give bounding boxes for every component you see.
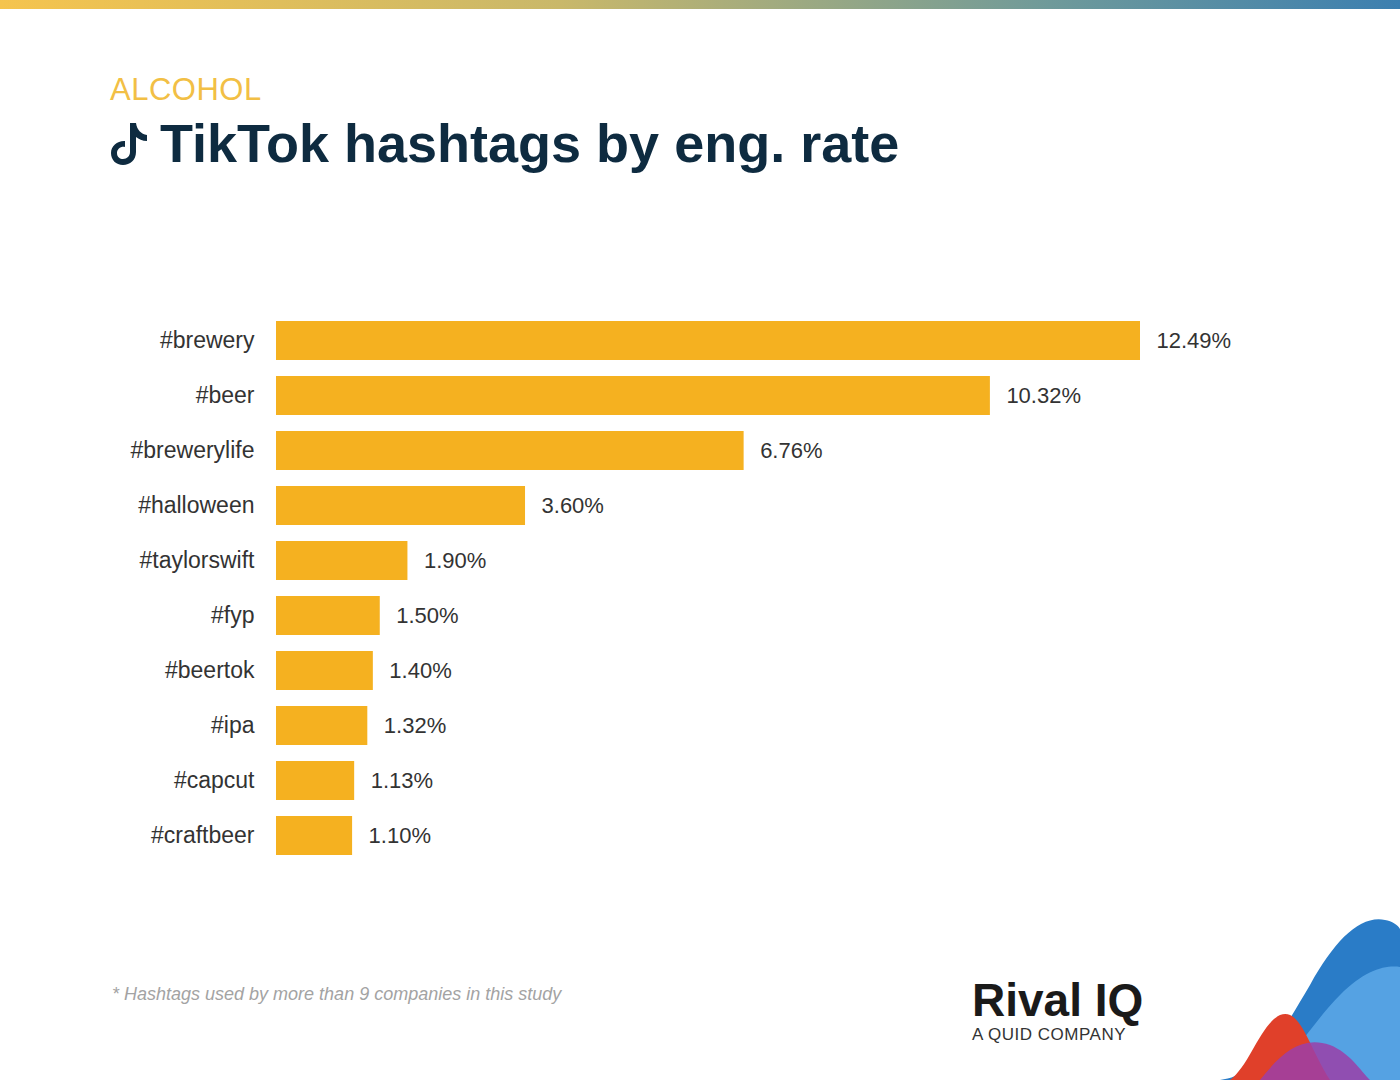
svg-text:#halloween: #halloween — [138, 492, 254, 518]
svg-text:12.49%: 12.49% — [1157, 328, 1232, 353]
svg-text:#fyp: #fyp — [211, 602, 254, 628]
svg-text:6.76%: 6.76% — [760, 438, 822, 463]
svg-text:#craftbeer: #craftbeer — [151, 822, 255, 848]
svg-text:#ipa: #ipa — [211, 712, 255, 738]
svg-text:#capcut: #capcut — [174, 767, 255, 793]
html-text:A QUID COMPANY: A QUID COMPANY — [972, 1025, 1126, 1044]
html-text:Rival IQ: Rival IQ — [972, 974, 1144, 1026]
html-text:TikTok hashtags by eng. rate: TikTok hashtags by eng. rate — [160, 113, 900, 173]
svg-text:1.10%: 1.10% — [369, 823, 431, 848]
html-text:ALCOHOL: ALCOHOL — [110, 72, 262, 107]
svg-text:#brewery: #brewery — [160, 327, 255, 353]
svg-text:#beertok: #beertok — [165, 657, 255, 683]
svg-text:3.60%: 3.60% — [542, 493, 604, 518]
svg-text:10.32%: 10.32% — [1006, 383, 1081, 408]
svg-text:#taylorswift: #taylorswift — [139, 547, 255, 573]
svg-text:#beer: #beer — [196, 382, 255, 408]
svg-text:1.50%: 1.50% — [396, 603, 458, 628]
svg-text:1.32%: 1.32% — [384, 713, 446, 738]
svg-text:1.90%: 1.90% — [424, 548, 486, 573]
svg-text:1.13%: 1.13% — [371, 768, 433, 793]
svg-text:1.40%: 1.40% — [389, 658, 451, 683]
svg-text:#brewerylife: #brewerylife — [131, 437, 255, 463]
html-text:* Hashtags used by more than 9: * Hashtags used by more than 9 companies… — [112, 984, 562, 1004]
